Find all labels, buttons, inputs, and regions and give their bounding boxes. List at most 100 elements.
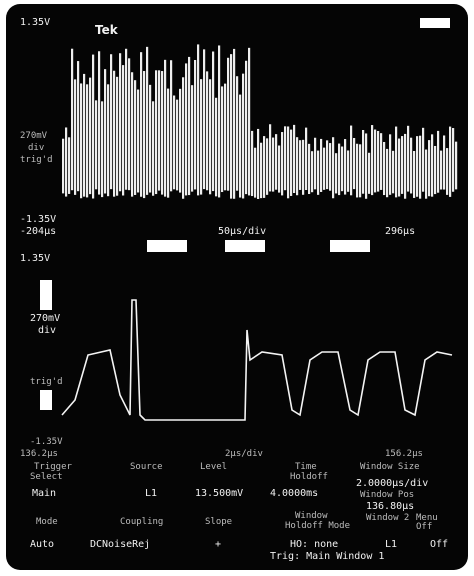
trace-segment [206,71,208,190]
trace-segment [281,132,283,195]
menu-header[interactable]: Mode [36,518,58,527]
marker [40,390,52,410]
menu-header[interactable]: Level [200,463,227,472]
menu-value[interactable]: Off [430,540,448,550]
time-label: -204µs [20,227,56,237]
menu-value[interactable]: L1 [145,489,157,499]
trace-segment [182,77,184,198]
status-line: Trig: Main Window 1 [270,552,384,562]
trace-segment [317,151,319,195]
trace-segment [173,96,175,190]
trace-segment [251,131,253,196]
trace-segment [89,78,91,195]
trace-segment [71,49,73,190]
trace-segment [434,146,436,194]
trace-segment [350,126,352,196]
trace-segment [320,139,322,192]
trace-segment [161,71,163,195]
menu-value[interactable]: + [215,540,221,550]
trace-segment [155,70,157,194]
menu-header[interactable]: Coupling [120,518,163,527]
trace-segment [308,144,310,194]
trace-segment [401,136,403,194]
trace-segment [374,130,376,193]
trace-segment [263,136,265,198]
trace-segment [296,137,298,195]
trace-segment [152,101,154,195]
trace-segment [395,127,397,198]
menu-header[interactable]: Select [30,473,63,482]
trace-segment [248,48,250,196]
menu-header[interactable]: Time [295,463,317,472]
scale-label: 270mV [20,132,47,141]
menu-header[interactable]: Window Pos [360,491,414,500]
trace-segment [122,65,124,195]
trace-segment [362,130,364,194]
trace-segment [290,130,292,196]
trace-segment [68,137,70,194]
trace-segment [125,49,127,190]
trace-segment [83,74,85,197]
trace-segment [440,151,442,190]
trace-segment [293,125,295,193]
lower-trace [62,300,452,420]
menu-value[interactable]: 136.80µs [366,502,414,512]
trace-segment [443,135,445,189]
trace-segment [371,125,373,195]
marker [40,280,52,310]
trace-segment [338,144,340,196]
trace-segment [233,49,235,199]
brand: Tek [95,24,118,36]
trace-segment [356,144,358,198]
time-scale: 50µs/div [218,227,266,237]
trace-segment [275,134,277,190]
trace-segment [404,134,406,199]
menu-value[interactable]: Auto [30,540,54,550]
scale-unit: div [38,326,56,336]
menu-header[interactable]: Window Size [360,463,420,472]
menu-header[interactable]: Window 2 [366,514,409,523]
trace-segment [167,89,169,198]
trace-segment [92,55,94,199]
menu-value[interactable]: DCNoiseRej [90,540,150,550]
menu-value[interactable]: 2.0000µs/div [356,479,428,489]
trace-segment [176,100,178,191]
trace-segment [455,142,457,190]
time-label: 296µs [385,227,415,237]
trace-segment [203,49,205,189]
trace-segment [278,146,280,193]
level-label: 1.35V [20,254,50,264]
trace-segment [140,52,142,197]
menu-value[interactable]: L1 [385,540,397,550]
trace-segment [416,136,418,197]
trace-segment [239,95,241,198]
marker [420,18,450,28]
trigger-status: trig'd [20,156,53,165]
trace-segment [143,71,145,198]
trace-segment [131,72,133,196]
menu-header[interactable]: Menu Off [416,514,456,532]
trace-segment [113,71,115,197]
trace-segment [215,98,217,197]
trace-segment [197,44,199,195]
menu-header[interactable]: Window [295,512,328,521]
trace-segment [128,58,130,190]
menu-value[interactable]: HO: none [290,540,338,550]
menu-header[interactable]: Trigger [34,463,72,472]
menu-value[interactable]: 4.0000ms [270,489,318,499]
trace-segment [410,138,412,194]
trace-segment [365,133,367,198]
upper-trace [62,44,457,199]
menu-value[interactable]: 13.500mV [195,489,243,499]
trace-segment [422,128,424,192]
menu-header[interactable]: Holdoff [290,473,328,482]
trace-segment [134,80,136,195]
trace-segment [386,149,388,197]
menu-header[interactable]: Slope [205,518,232,527]
trace-segment [98,51,100,194]
trace-segment [191,85,193,191]
scope-screen: 1.35V Tek 270mV div trig'd -1.35V -204µs… [6,4,468,570]
menu-value[interactable]: Main [32,489,56,499]
menu-header[interactable]: Source [130,463,163,472]
menu-header[interactable]: Holdoff Mode [285,522,350,531]
